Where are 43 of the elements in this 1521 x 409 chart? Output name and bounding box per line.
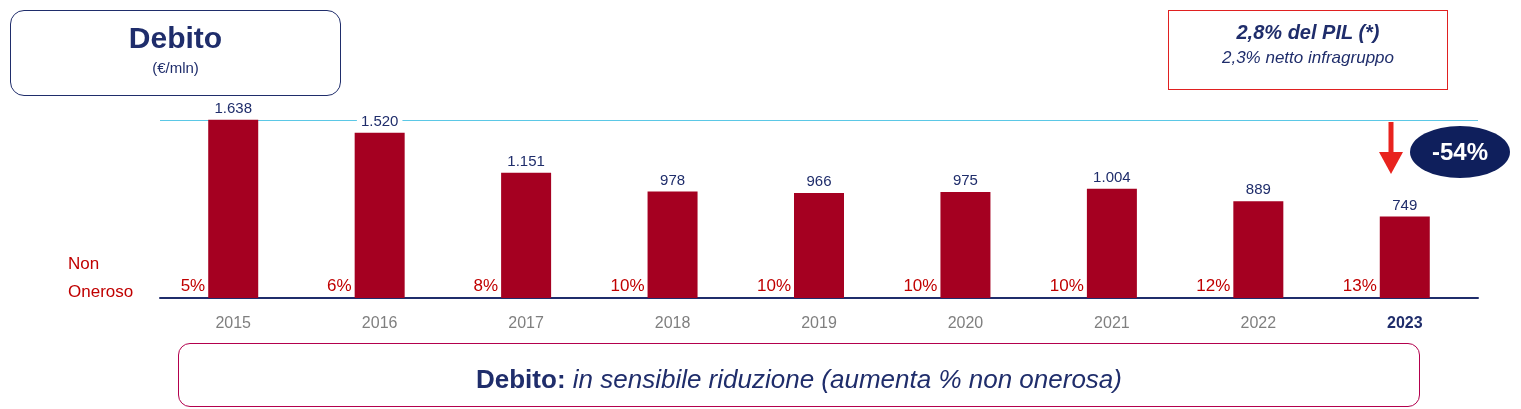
annotation: 10% [903,276,938,295]
data-label: 1.520 [360,111,399,129]
data-label: 749 [1392,195,1418,213]
bar [794,192,844,298]
x-tick-label: 2016 [361,313,398,331]
chart-title: Debito [127,21,224,55]
x-tick-label: 2021 [1094,313,1130,331]
annotation: 5% [180,276,206,295]
x-tick-label: 2017 [508,313,545,331]
bar [1233,201,1284,298]
data-label: 978 [660,170,686,188]
annotation: -54% [1410,126,1510,178]
data-label: 975 [952,170,978,188]
x-tick-label: 2023 [1386,313,1423,331]
data-label: 1.004 [1093,167,1131,185]
data-label: 966 [806,171,832,189]
bar [647,191,698,298]
x-tick-label: 2020 [947,313,984,331]
bar [940,191,991,298]
annotation: 10% [1049,276,1084,295]
bar [1379,216,1430,298]
annotation: 12% [1196,276,1231,295]
annotation: 10% [610,276,645,295]
text: 2,8% del PIL (*) [1235,21,1381,44]
bar [208,119,259,298]
text: 2,3% netto infragruppo [1221,48,1395,68]
x-tick-label: 2015 [215,313,252,331]
data-label: 1.151 [507,151,545,169]
text: Debito: in sensibile riduzione (aumenta % non onerosa) [476,364,1122,394]
x-tick-label: 2022 [1240,313,1277,331]
annotation: 10% [756,276,791,295]
annotation: 13% [1342,276,1377,295]
x-tick-label: 2018 [654,313,691,331]
annotation: 8% [473,276,499,295]
text: Non Oneroso [68,253,135,303]
bar [354,132,405,298]
bar [1086,188,1137,298]
bar [501,172,552,298]
annotation: 6% [327,276,352,295]
data-label: 889 [1245,180,1271,198]
data-label: 1.638 [214,98,252,116]
x-tick-label: 2019 [801,313,837,331]
chart-subtitle: (€/mln) [151,59,200,76]
